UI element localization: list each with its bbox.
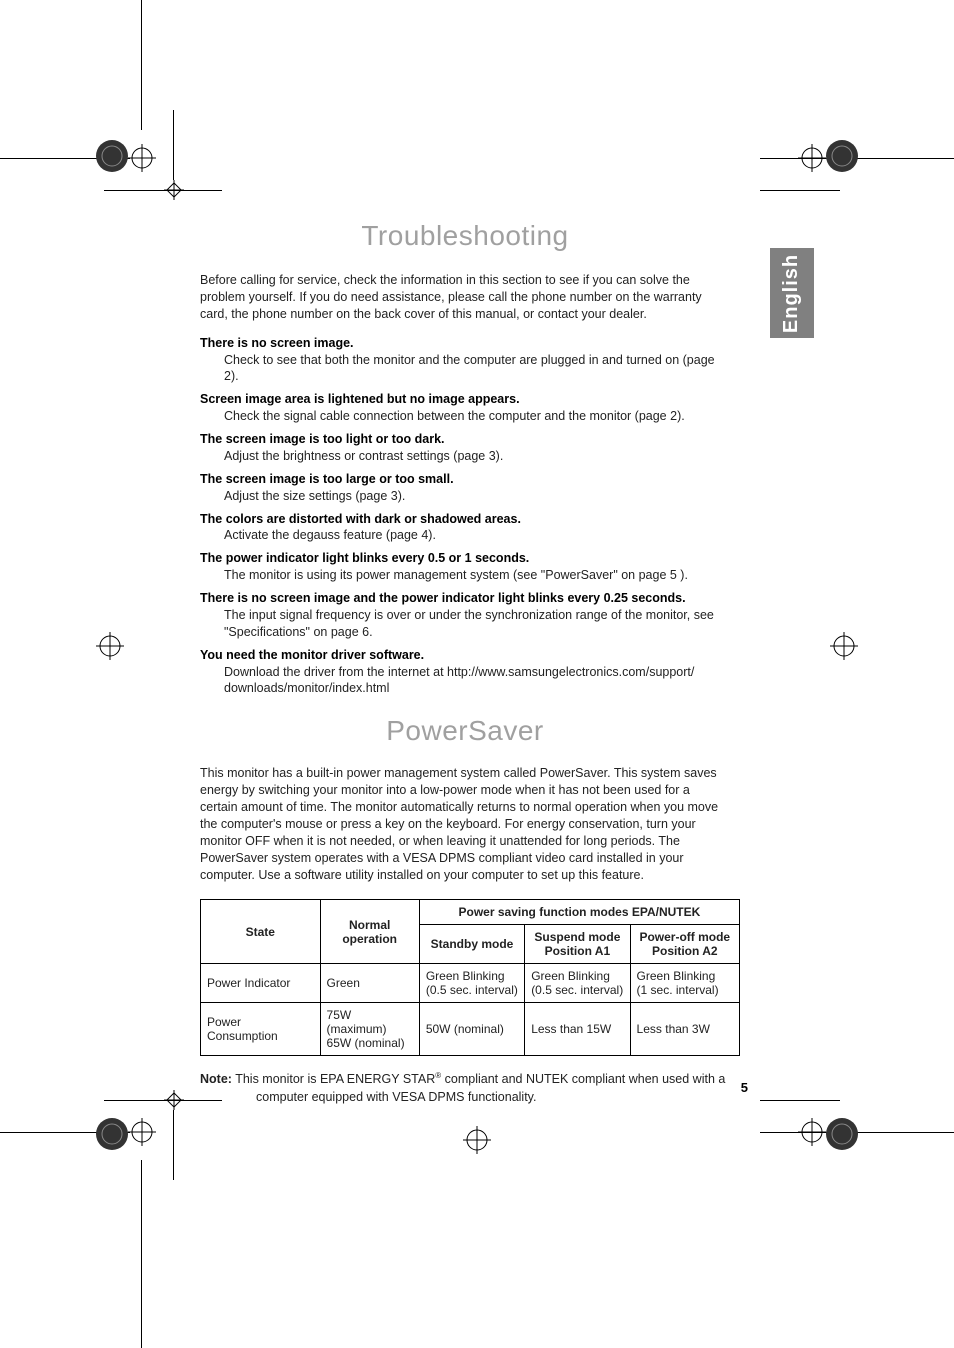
diamond-mark-icon [164,1090,184,1110]
page-body: Troubleshooting Before calling for servi… [200,220,730,1107]
crop-mark-icon [760,190,840,191]
registration-mark-icon [798,1118,826,1146]
trouble-item-desc: Activate the degauss feature (page 4). [200,527,730,544]
trouble-item: You need the monitor driver software.Dow… [200,647,730,698]
trouble-item: Screen image area is lightened but no im… [200,391,730,425]
trouble-item-desc: The monitor is using its power managemen… [200,567,730,584]
crop-mark-icon [104,190,222,191]
note-label: Note: [200,1073,232,1087]
powersaver-table: State Normal operation Power saving func… [200,899,740,1056]
trouble-item-desc: Check to see that both the monitor and t… [200,352,730,386]
note-text-1b: compliant and NUTEK compliant when used … [441,1073,725,1087]
col-normal: Normal operation [320,900,419,964]
trouble-item: The colors are distorted with dark or sh… [200,511,730,545]
crop-mark-icon [141,0,142,130]
cell: Green Blinking (1 sec. interval) [630,964,739,1003]
col-suspend: Suspend mode Position A1 [525,925,630,964]
crop-mark-icon [141,1160,142,1348]
crop-mark-icon [173,1110,174,1180]
trouble-item-title: The colors are distorted with dark or sh… [200,511,730,528]
cell: Less than 3W [630,1003,739,1056]
registration-mark-icon [798,144,826,172]
powersaver-intro: This monitor has a built-in power manage… [200,765,730,883]
trouble-item: The screen image is too light or too dar… [200,431,730,465]
trouble-item-title: The screen image is too large or too sma… [200,471,730,488]
powersaver-note: Note: This monitor is EPA ENERGY STAR® c… [200,1070,730,1106]
crop-mark-icon [104,1100,222,1101]
trouble-item: There is no screen image.Check to see th… [200,335,730,386]
col-poweroff-l1: Power-off mode [639,930,730,944]
col-poweroff-l2: Position A2 [652,944,718,958]
cell: 75W (maximum) 65W (nominal) [320,1003,419,1056]
crop-mark-icon [760,1100,840,1101]
cell: Green Blinking (0.5 sec. interval) [525,964,630,1003]
cell: Less than 15W [525,1003,630,1056]
note-text-1: This monitor is EPA ENERGY STAR [232,1073,435,1087]
diamond-mark-icon [164,180,184,200]
trouble-item: The screen image is too large or too sma… [200,471,730,505]
trouble-item-title: The screen image is too light or too dar… [200,431,730,448]
note-text-2: computer equipped with VESA DPMS functio… [200,1089,730,1107]
language-tab-label: English [781,253,804,332]
trouble-item: The power indicator light blinks every 0… [200,550,730,584]
troubleshooting-list: There is no screen image.Check to see th… [200,335,730,698]
row-label: Power Consumption [201,1003,321,1056]
troubleshooting-heading: Troubleshooting [200,220,730,252]
cell: Green [320,964,419,1003]
table-row: Power Indicator Green Green Blinking (0.… [201,964,740,1003]
color-registration-icon [824,1116,860,1152]
trouble-item-title: There is no screen image. [200,335,730,352]
trouble-item-desc: Download the driver from the internet at… [200,664,730,698]
trouble-item-desc: Adjust the size settings (page 3). [200,488,730,505]
registration-mark-icon [830,632,858,660]
table-row: Power Consumption 75W (maximum) 65W (nom… [201,1003,740,1056]
col-poweroff: Power-off mode Position A2 [630,925,739,964]
trouble-item-title: You need the monitor driver software. [200,647,730,664]
col-suspend-l1: Suspend mode [534,930,620,944]
powersaver-heading: PowerSaver [200,715,730,747]
language-tab: English [770,248,814,338]
trouble-item-desc: Check the signal cable connection betwee… [200,408,730,425]
trouble-item: There is no screen image and the power i… [200,590,730,641]
trouble-item-title: The power indicator light blinks every 0… [200,550,730,567]
page-number: 5 [741,1080,748,1095]
registration-mark-icon [463,1126,491,1154]
trouble-item-title: Screen image area is lightened but no im… [200,391,730,408]
troubleshooting-intro: Before calling for service, check the in… [200,272,730,323]
registration-mark-icon [128,144,156,172]
row-label: Power Indicator [201,964,321,1003]
trouble-item-desc: Adjust the brightness or contrast settin… [200,448,730,465]
color-registration-icon [94,138,130,174]
col-suspend-l2: Position A1 [545,944,611,958]
color-registration-icon [824,138,860,174]
registration-mark-icon [96,632,124,660]
color-registration-icon [94,1116,130,1152]
cell: 50W (nominal) [419,1003,524,1056]
registration-mark-icon [128,1118,156,1146]
trouble-item-title: There is no screen image and the power i… [200,590,730,607]
trouble-item-desc: The input signal frequency is over or un… [200,607,730,641]
col-group-modes: Power saving function modes EPA/NUTEK [419,900,739,925]
cell: Green Blinking (0.5 sec. interval) [419,964,524,1003]
crop-mark-icon [173,110,174,180]
col-state: State [201,900,321,964]
col-standby: Standby mode [419,925,524,964]
